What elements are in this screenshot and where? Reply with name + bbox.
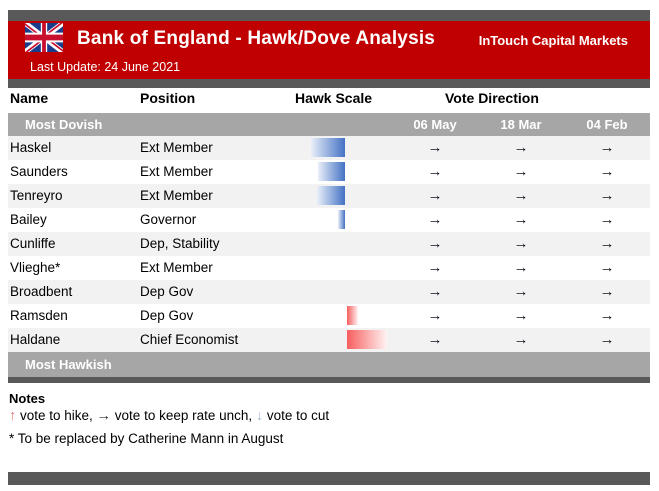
last-update-label: Last Update: 24 June 2021 — [30, 60, 181, 74]
vote-date-label: 04 Feb — [586, 117, 628, 132]
col-header-name: Name — [10, 90, 49, 106]
hawk-scale-cell — [290, 280, 392, 304]
dove-bar — [318, 162, 345, 181]
dove-bar — [338, 210, 345, 229]
member-name: Tenreyro — [10, 188, 63, 203]
legend-label: vote to keep rate unch, — [111, 408, 256, 423]
hawk-bar — [347, 330, 387, 349]
dove-bar — [317, 186, 345, 205]
top-divider — [8, 10, 650, 21]
vote-arrow-icon: → — [513, 163, 529, 180]
uk-flag-icon — [25, 23, 63, 52]
hawk-scale-cell — [290, 256, 392, 280]
vote-arrow-icon: → — [599, 187, 615, 204]
member-position: Dep Gov — [140, 284, 194, 299]
vote-arrow-icon: → — [599, 211, 615, 228]
vote-arrow-icon: → — [513, 187, 529, 204]
member-name: Bailey — [10, 212, 47, 227]
column-headers: Name Position Hawk Scale Vote Direction — [0, 88, 659, 113]
vote-arrow-icon: → — [513, 259, 529, 276]
member-position: Ext Member — [140, 188, 213, 203]
member-name: Cunliffe — [10, 236, 56, 251]
vote-arrow-icon: → — [427, 163, 443, 180]
member-position: Dep Gov — [140, 308, 194, 323]
vote-arrow-icon: → — [427, 211, 443, 228]
vote-arrow-icon: → — [599, 139, 615, 156]
vote-arrow-icon: → — [599, 307, 615, 324]
dove-bar — [311, 138, 345, 157]
vote-arrow-icon: → — [599, 163, 615, 180]
most-hawkish-label: Most Hawkish — [25, 357, 112, 372]
member-position: Ext Member — [140, 260, 213, 275]
right-arrow-icon: → — [96, 408, 112, 424]
vote-arrow-icon: → — [513, 211, 529, 228]
table-row: Haldane Chief Economist → → → — [8, 328, 650, 352]
vote-arrow-icon: → — [427, 259, 443, 276]
vote-arrow-icon: → — [427, 331, 443, 348]
member-position: Ext Member — [140, 164, 213, 179]
bottom-divider — [8, 472, 650, 485]
hawk-scale-cell — [290, 304, 392, 328]
member-name: Haskel — [10, 140, 52, 155]
table-bottom-divider — [8, 377, 650, 383]
footnote: * To be replaced by Catherine Mann in Au… — [9, 431, 284, 446]
legend-label: vote to cut — [263, 408, 330, 423]
legend-line: ↑ vote to hike, → vote to keep rate unch… — [9, 408, 329, 424]
vote-arrow-icon: → — [599, 283, 615, 300]
most-dovish-label: Most Dovish — [25, 117, 103, 132]
vote-arrow-icon: → — [513, 283, 529, 300]
brand-label: InTouch Capital Markets — [478, 33, 628, 48]
vote-date-label: 18 Mar — [500, 117, 542, 132]
vote-arrow-icon: → — [427, 307, 443, 324]
col-header-vote-direction: Vote Direction — [445, 90, 539, 106]
legend-label: vote to hike, — [16, 408, 97, 423]
vote-arrow-icon: → — [599, 331, 615, 348]
table-row: Ramsden Dep Gov → → → — [8, 304, 650, 328]
vote-arrow-icon: → — [427, 139, 443, 156]
member-position: Ext Member — [140, 140, 213, 155]
table-body: Haskel Ext Member → → → Saunders Ext Member → → →… — [8, 136, 650, 352]
member-name: Ramsden — [10, 308, 68, 323]
header-divider — [8, 79, 650, 88]
vote-arrow-icon: → — [513, 235, 529, 252]
vote-arrow-icon: → — [427, 235, 443, 252]
member-name: Broadbent — [10, 284, 73, 299]
vote-arrow-icon: → — [427, 283, 443, 300]
table-row: Tenreyro Ext Member → → → — [8, 184, 650, 208]
member-position: Governor — [140, 212, 197, 227]
notes-heading: Notes — [9, 391, 46, 406]
table-row: Saunders Ext Member → → → — [8, 160, 650, 184]
col-header-hawk-scale: Hawk Scale — [295, 90, 373, 106]
most-hawkish-band: Most Hawkish — [8, 352, 650, 377]
hawk-bar — [347, 306, 358, 325]
down-arrow-icon: ↓ — [255, 408, 264, 424]
vote-arrow-icon: → — [599, 235, 615, 252]
vote-arrow-icon: → — [513, 139, 529, 156]
table-row: Broadbent Dep Gov → → → — [8, 280, 650, 304]
most-dovish-band: Most Dovish 06 May 18 Mar 04 Feb — [8, 113, 650, 136]
col-header-position: Position — [140, 90, 196, 106]
vote-arrow-icon: → — [513, 307, 529, 324]
table-row: Cunliffe Dep, Stability → → → — [8, 232, 650, 256]
member-name: Saunders — [10, 164, 68, 179]
page-title: Bank of England - Hawk/Dove Analysis — [77, 28, 436, 49]
table-row: Vlieghe* Ext Member → → → — [8, 256, 650, 280]
member-position: Dep, Stability — [140, 236, 220, 251]
up-arrow-icon: ↑ — [9, 408, 17, 424]
table-row: Haskel Ext Member → → → — [8, 136, 650, 160]
hawk-scale-cell — [290, 232, 392, 256]
table-row: Bailey Governor → → → — [8, 208, 650, 232]
title-banner: Bank of England - Hawk/Dove Analysis InT… — [8, 21, 650, 79]
member-position: Chief Economist — [140, 332, 239, 347]
vote-arrow-icon: → — [427, 187, 443, 204]
member-name: Vlieghe* — [10, 260, 61, 275]
vote-arrow-icon: → — [513, 331, 529, 348]
member-name: Haldane — [10, 332, 61, 347]
vote-date-label: 06 May — [413, 117, 457, 132]
vote-arrow-icon: → — [599, 259, 615, 276]
